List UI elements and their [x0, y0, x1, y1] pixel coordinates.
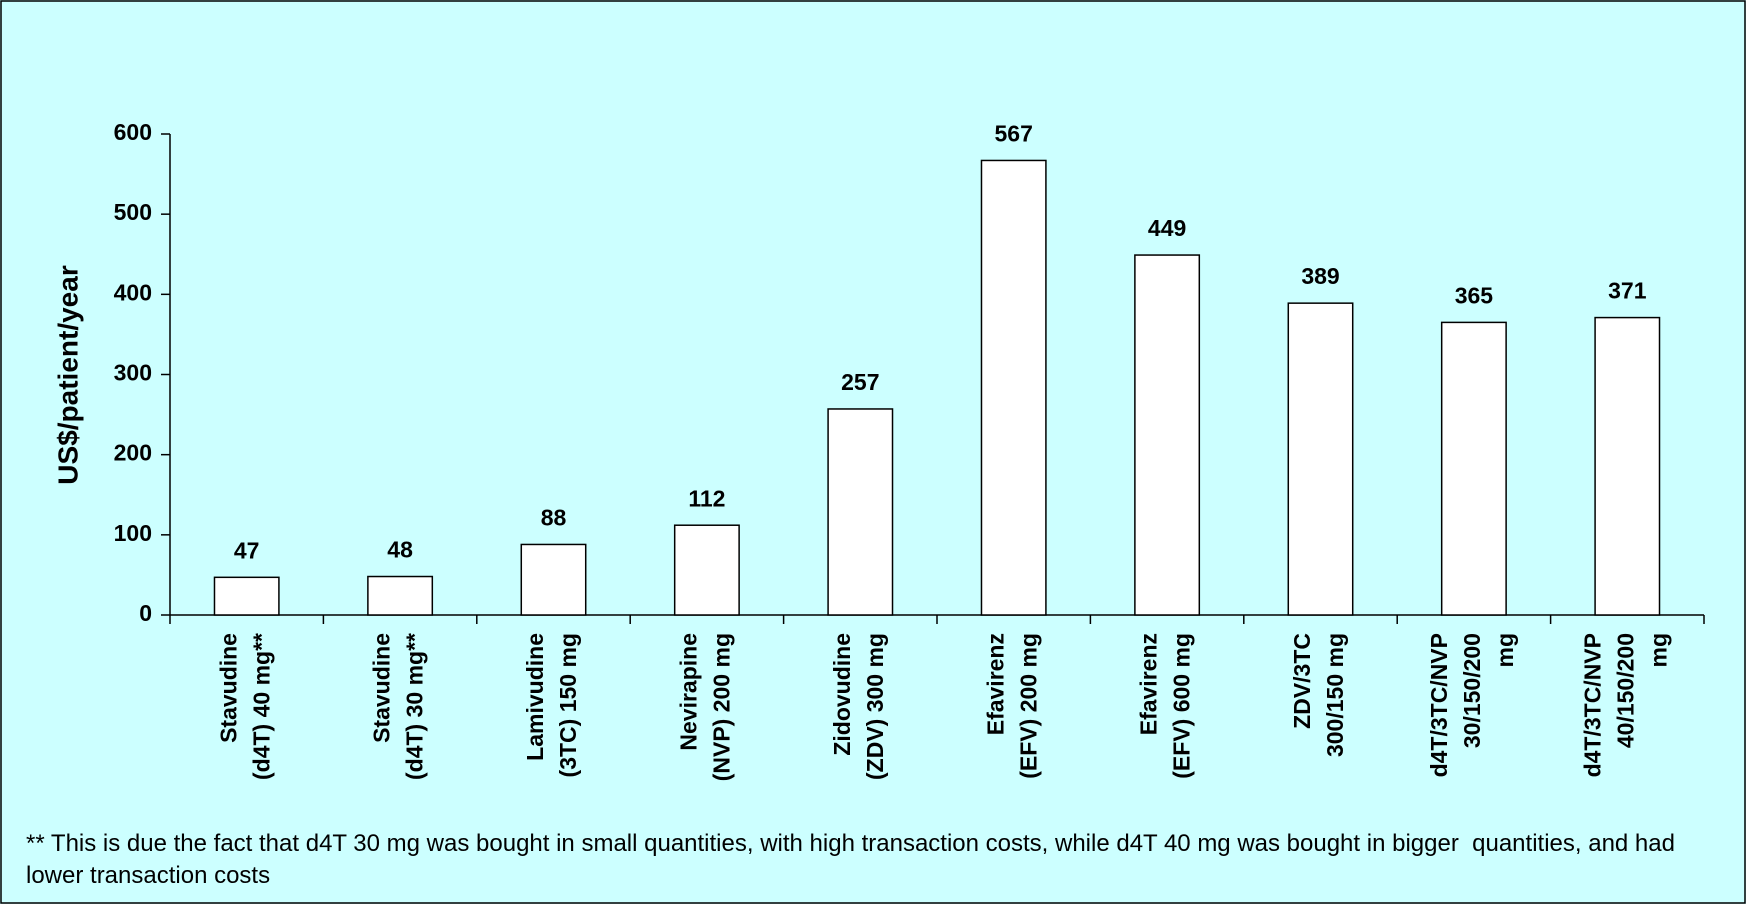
y-tick-label: 600 [114, 119, 152, 145]
bar [827, 408, 894, 616]
bar [1440, 321, 1507, 616]
y-tick-label: 400 [114, 279, 152, 305]
bar [520, 543, 587, 616]
y-tick-label: 500 [114, 199, 152, 225]
x-tick-label: Nevirapine [675, 633, 701, 751]
value-label: 88 [541, 505, 567, 531]
bar [1134, 254, 1201, 616]
x-tick-label: mg [1645, 633, 1671, 668]
x-tick-label: Efavirenz [1136, 633, 1162, 735]
x-tick-label: Zidovudine [829, 633, 855, 756]
footnote: ** This is due the fact that d4T 30 mg w… [26, 830, 1682, 889]
x-tick-label: (3TC) 150 mg [555, 633, 581, 777]
value-label: 449 [1148, 215, 1186, 241]
x-tick-label: (NVP) 200 mg [708, 633, 734, 781]
bar [367, 575, 434, 616]
bar [673, 524, 740, 616]
bar [980, 159, 1047, 616]
x-tick-label: 300/150 mg [1322, 633, 1348, 757]
x-tick-label: (d4T) 30 mg** [402, 633, 428, 780]
value-label: 371 [1608, 278, 1647, 304]
value-label: 389 [1301, 263, 1339, 289]
bar [213, 576, 280, 616]
x-tick-label: Lamivudine [522, 633, 548, 761]
x-tick-label: 30/150/200 [1459, 633, 1485, 748]
value-label: 48 [387, 537, 413, 563]
x-tick-label: (d4T) 40 mg** [248, 633, 274, 780]
y-tick-label: 0 [139, 600, 152, 626]
x-tick-label: Stavudine [215, 633, 241, 743]
value-label: 257 [841, 369, 879, 395]
x-tick-label: (EFV) 600 mg [1169, 633, 1195, 779]
x-tick-label: Efavirenz [982, 633, 1008, 735]
x-tick-label: Stavudine [369, 633, 395, 743]
x-tick-label: (ZDV) 300 mg [862, 633, 888, 780]
x-tick-label: mg [1492, 633, 1518, 668]
bar [1594, 316, 1661, 616]
y-axis-label: US$/patient/year [52, 265, 83, 485]
x-tick-label: d4T/3TC/NVP [1579, 633, 1605, 777]
bar [1287, 302, 1354, 616]
value-label: 567 [995, 121, 1033, 147]
x-tick-label: ZDV/3TC [1289, 633, 1315, 729]
value-label: 47 [234, 537, 260, 563]
y-tick-label: 100 [114, 520, 152, 546]
value-label: 112 [688, 485, 725, 511]
value-label: 365 [1455, 282, 1494, 308]
x-tick-label: 40/150/200 [1612, 633, 1638, 748]
y-tick-label: 300 [114, 360, 152, 386]
x-tick-label: (EFV) 200 mg [1015, 633, 1041, 779]
y-tick-label: 200 [114, 440, 152, 466]
x-tick-label: d4T/3TC/NVP [1426, 633, 1452, 777]
